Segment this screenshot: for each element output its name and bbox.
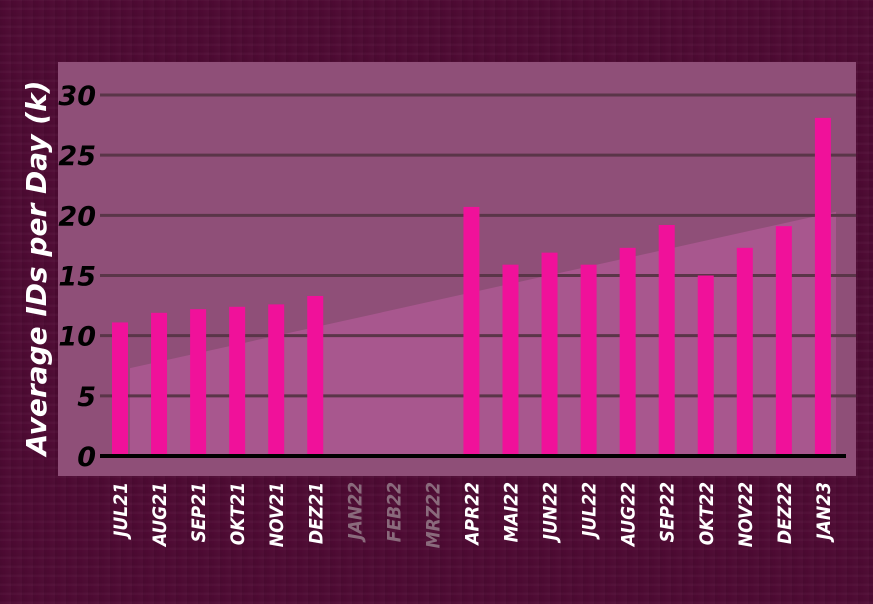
bar-jan23 (814, 117, 831, 456)
y-axis-title: Average IDs per Day (k) (20, 80, 53, 457)
x-tick-label: NOV21 (266, 482, 288, 547)
x-tick-label: AUG21 (149, 482, 171, 548)
bar-dez21 (307, 295, 324, 456)
y-tick-labels: 0 5 10 15 20 25 30 (58, 81, 96, 473)
y-tick-label: 30 (58, 81, 96, 112)
x-tick-label: JUN22 (540, 482, 562, 543)
x-tick-label: MRZ22 (422, 482, 444, 548)
bar-nov21 (268, 304, 285, 456)
bar-dez22 (775, 226, 792, 456)
y-tick-label: 10 (58, 322, 96, 353)
x-tick-label: SEP22 (657, 482, 679, 542)
y-tick-label: 0 (77, 442, 96, 473)
y-tick-label: 5 (77, 382, 96, 413)
x-tick-label: OKT22 (696, 482, 718, 545)
bar-aug21 (151, 312, 168, 456)
x-tick-label: MAI22 (501, 482, 523, 542)
y-tick-label: 15 (58, 262, 96, 293)
bar-jul22 (580, 264, 597, 456)
bars (112, 117, 831, 456)
bar-okt21 (229, 306, 246, 456)
x-tick-label: DEZ22 (774, 482, 796, 544)
y-tick-label: 25 (58, 141, 96, 172)
x-tick-label: APR22 (461, 482, 483, 547)
bar-apr22 (463, 206, 480, 456)
x-tick-label: JUL21 (110, 482, 132, 540)
x-tick-label: SEP21 (188, 482, 210, 542)
x-tick-label: NOV22 (735, 482, 757, 547)
x-tick-label: AUG22 (618, 482, 640, 548)
x-tick-label: DEZ21 (305, 482, 327, 544)
x-tick-label: FEB22 (383, 482, 405, 542)
x-tick-label: JAN22 (344, 482, 366, 543)
bar-aug22 (619, 247, 636, 456)
x-tick-label: OKT21 (227, 482, 249, 545)
bar-sep21 (190, 309, 207, 456)
bar-jun22 (541, 252, 558, 456)
x-category-labels: JUL21 AUG21 SEP21 OKT21 NOV21 DEZ21 JAN22 FEB22… (110, 482, 835, 548)
bar-okt22 (697, 275, 714, 456)
gridlines (100, 93, 856, 398)
x-tick-label: JAN23 (813, 482, 835, 543)
bar-jul21 (112, 322, 128, 456)
y-tick-label: 20 (58, 201, 96, 232)
bar-mai22 (502, 264, 519, 456)
bar-sep22 (658, 224, 675, 456)
bar-nov22 (736, 247, 753, 456)
x-tick-label: JUL22 (579, 482, 601, 540)
